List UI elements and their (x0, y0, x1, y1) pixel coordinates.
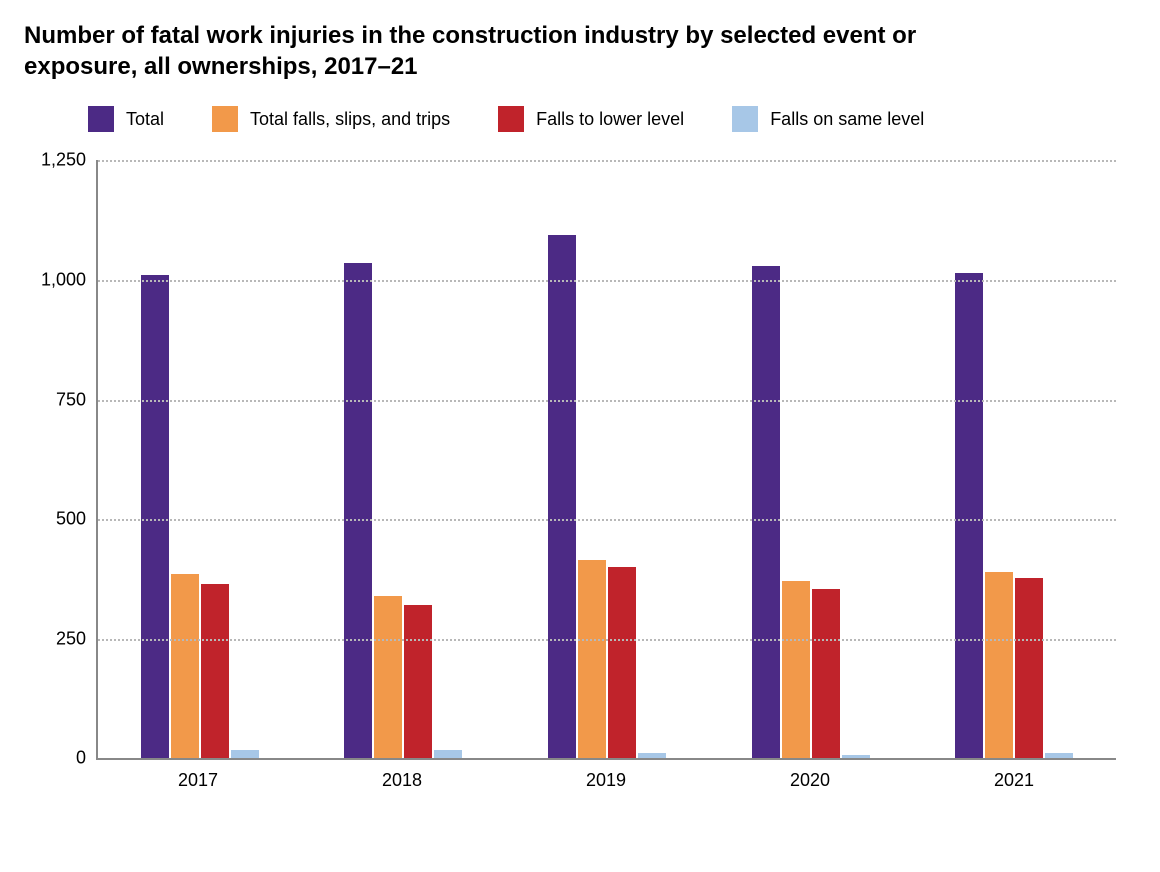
x-axis-labels: 20172018201920202021 (96, 760, 1116, 800)
y-tick-label: 750 (56, 389, 98, 410)
x-tick-label: 2021 (912, 760, 1116, 800)
bar (201, 584, 229, 759)
gridline (98, 519, 1116, 521)
bar-group (912, 160, 1116, 758)
legend-swatch (88, 106, 114, 132)
chart-title: Number of fatal work injuries in the con… (24, 20, 1004, 82)
y-tick-label: 0 (76, 748, 98, 769)
legend-item: Total falls, slips, and trips (212, 106, 450, 132)
bar (344, 263, 372, 758)
legend-item: Total (88, 106, 164, 132)
bar-group (709, 160, 913, 758)
x-tick-label: 2019 (504, 760, 708, 800)
bar (812, 589, 840, 759)
y-tick-label: 1,000 (41, 269, 98, 290)
bar (842, 755, 870, 759)
chart: 02505007501,0001,250 2017201820192020202… (96, 160, 1116, 800)
legend-label: Falls to lower level (536, 109, 684, 130)
bar (955, 273, 983, 759)
bar (404, 605, 432, 758)
x-tick-label: 2020 (708, 760, 912, 800)
y-tick-label: 1,250 (41, 150, 98, 171)
plot-area: 02505007501,0001,250 (96, 160, 1116, 760)
legend: Total Total falls, slips, and trips Falls … (88, 106, 1136, 132)
legend-label: Total (126, 109, 164, 130)
bar (985, 572, 1013, 759)
bar (141, 275, 169, 758)
bar (782, 581, 810, 758)
legend-item: Falls to lower level (498, 106, 684, 132)
bar (171, 574, 199, 758)
bar-group (98, 160, 302, 758)
bar (608, 567, 636, 758)
bar (638, 753, 666, 759)
bar (1045, 753, 1073, 759)
legend-label: Falls on same level (770, 109, 924, 130)
gridline (98, 400, 1116, 402)
legend-swatch (212, 106, 238, 132)
bar (578, 560, 606, 759)
legend-swatch (498, 106, 524, 132)
bar (752, 266, 780, 759)
legend-label: Total falls, slips, and trips (250, 109, 450, 130)
bar-group (505, 160, 709, 758)
bar (231, 750, 259, 759)
y-tick-label: 250 (56, 628, 98, 649)
y-tick-label: 500 (56, 509, 98, 530)
legend-item: Falls on same level (732, 106, 924, 132)
x-tick-label: 2018 (300, 760, 504, 800)
gridline (98, 280, 1116, 282)
bar (1015, 578, 1043, 759)
bar-group (302, 160, 506, 758)
gridline (98, 160, 1116, 162)
bar (374, 596, 402, 759)
legend-swatch (732, 106, 758, 132)
bar (548, 235, 576, 759)
gridline (98, 639, 1116, 641)
bar (434, 750, 462, 759)
x-tick-label: 2017 (96, 760, 300, 800)
bar-groups (98, 160, 1116, 758)
